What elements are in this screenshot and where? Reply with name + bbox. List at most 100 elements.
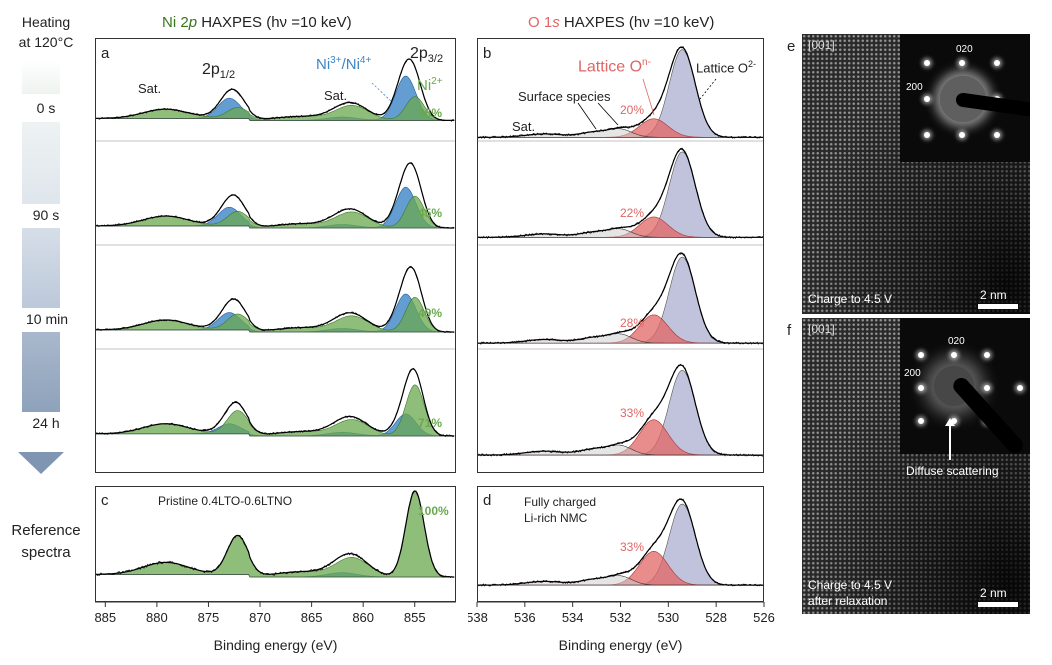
saed-f-200: 200 (904, 368, 921, 379)
lattice-on-label: Lattice On- (578, 57, 651, 76)
ni-axis-tick-label: 865 (301, 610, 323, 625)
panel-c-svg: 100% (96, 490, 455, 579)
reference-line1: Reference (11, 522, 81, 539)
o-axis-tick-label: 526 (753, 610, 775, 625)
ni-spectrum-1-background (96, 225, 455, 229)
panel-d-letter: d (483, 492, 492, 509)
o-sat-label: Sat. (512, 119, 536, 134)
ni2-label: Ni2+ (417, 76, 443, 94)
ni-reference-spectrum: 100% (96, 490, 455, 579)
ni-axis-tick-label: 855 (404, 610, 426, 625)
diffuse-arrow-shaft (949, 422, 951, 460)
o-title-suffix: HAXPES (hν =10 keV) (559, 14, 715, 31)
ni-spectrum-3: 71% (96, 367, 455, 438)
ni-2p32-main: 2p (410, 45, 428, 62)
o-title: O 1s HAXPES (hν =10 keV) (528, 14, 714, 31)
heating-at-text: at 120 (18, 34, 58, 50)
saed-e-spot (959, 132, 965, 138)
heating-arrow (22, 60, 60, 452)
heating-line1: Heating (21, 14, 71, 30)
ni-axis-tick-label: 860 (352, 610, 374, 625)
saed-e-200: 200 (906, 82, 923, 93)
o-spectrum-2-percent-label: 28% (620, 316, 644, 330)
lattice-o2-sup: 2- (748, 59, 757, 69)
arrow-segment-2 (22, 122, 60, 204)
ni-title-italic: p (188, 14, 198, 31)
ni34-sup1: 3+ (330, 55, 342, 66)
tem-f-caption1: Charge to 4.5 V (808, 578, 893, 592)
lattice-o2-label: Lattice O2- (696, 59, 756, 75)
tem-e-caption: Charge to 4.5 V (808, 292, 893, 306)
panel-c-letter: c (101, 492, 109, 509)
ni2-main: Ni (417, 77, 432, 94)
o-axis-tick-label: 530 (657, 610, 679, 625)
ni-spectrum-3-ni2-area (96, 384, 455, 437)
lattice-o2-main: Lattice O (696, 60, 749, 76)
ni34-slash: /Ni (341, 56, 360, 73)
lattice-on-sup: n- (642, 57, 651, 68)
panel-d-svg: 33% (478, 498, 763, 587)
ni-reference-spectrum-background (96, 574, 455, 578)
o-title-italic: s (552, 14, 560, 31)
ni-spectrum-1-percent-label: 45% (418, 206, 442, 220)
tem-f-scale-label: 2 nm (980, 586, 1007, 600)
o-spectrum-2-lattice-o2-area (478, 256, 763, 344)
lattice-on-leader-line (642, 78, 655, 116)
lattice-on-main: Lattice O (578, 58, 643, 76)
tem-e-zone: [001] (808, 38, 835, 52)
lattice-o2-leader-line (699, 78, 717, 100)
o-spectrum-1-percent-label: 22% (620, 206, 644, 220)
tem-image-f: [001] 020 200 Diffuse scattering Charge … (802, 318, 1030, 614)
o-spectrum-0-percent-label: 20% (620, 103, 644, 117)
o-spectrum-0-envelope (478, 46, 763, 138)
ni-spectrum-2-background (96, 329, 455, 333)
arrow-segment-1 (22, 60, 60, 94)
arrow-segment-4 (22, 332, 60, 412)
axis-c-svg: 885 880 875 870 865 860 855 Binding energy (eV) (94, 601, 456, 653)
heating-label: Heating at 120°C (6, 12, 86, 52)
o-axis-tick-label: 538 (468, 610, 488, 625)
ni-spectrum-0-background (96, 118, 455, 121)
saed-f-020: 020 (948, 336, 965, 347)
ni-2p32-label: 2p3/2 (410, 45, 443, 65)
saed-e: 020 200 (900, 34, 1030, 162)
tem-e-scalebar (978, 304, 1018, 309)
ni-reference-spectrum-percent-label: 100% (418, 504, 449, 518)
ni-2p32-sub: 3/2 (427, 53, 444, 66)
ni-axis-tick-label: 875 (198, 610, 220, 625)
o-spectrum-3-envelope (478, 364, 763, 456)
surface-leader-line (597, 102, 619, 126)
o-spectrum-2-raw-data (478, 253, 763, 345)
panel-b-svg: 20% 22% 28% 33% (478, 45, 763, 457)
ni-axis-tick-label: 885 (94, 610, 116, 625)
saed-f-spot (918, 385, 924, 391)
ni34-label: Ni3+/Ni4+ (316, 55, 371, 73)
arrow-segment-3 (22, 228, 60, 308)
tem-f-caption2: after relaxation (808, 594, 888, 608)
saed-f: 020 200 (900, 318, 1030, 454)
o-axis-tick-label: 528 (705, 610, 727, 625)
ni-title: Ni 2p HAXPES (hν =10 keV) (162, 14, 352, 31)
panel-c: 100% c Pristine 0.4LTO-0.6LTNO (95, 486, 456, 602)
o-spectrum-2: 28% (478, 252, 763, 345)
ni-axis-tick-label: 870 (249, 610, 271, 625)
time-label-1: 90 s (32, 207, 60, 223)
o-reference-spectrum: 33% (478, 498, 763, 587)
saed-e-020: 020 (956, 44, 973, 55)
ni34-sup2: 4+ (359, 55, 372, 66)
ni-spectrum-0-percent-label: 36% (418, 106, 442, 120)
ni34-leader-line (371, 82, 394, 104)
o-spectrum-2-envelope (478, 252, 763, 344)
saed-f-spot (918, 418, 924, 424)
o-reference-spectrum-envelope (478, 498, 763, 586)
heating-degc: °C (57, 34, 74, 50)
saed-e-spot (924, 60, 930, 66)
ni34-main: Ni (316, 56, 331, 73)
saed-e-spot (994, 60, 1000, 66)
o-spectrum-1-lattice-o2-area (478, 151, 763, 238)
fully-line2: Li-rich NMC (524, 511, 588, 525)
pristine-label: Pristine 0.4LTO-0.6LTNO (158, 494, 293, 508)
ni-sat-label-1: Sat. (138, 81, 162, 96)
saed-e-spot (924, 132, 930, 138)
panel-d: 33% d Fully charged Li-rich NMC (477, 486, 764, 602)
